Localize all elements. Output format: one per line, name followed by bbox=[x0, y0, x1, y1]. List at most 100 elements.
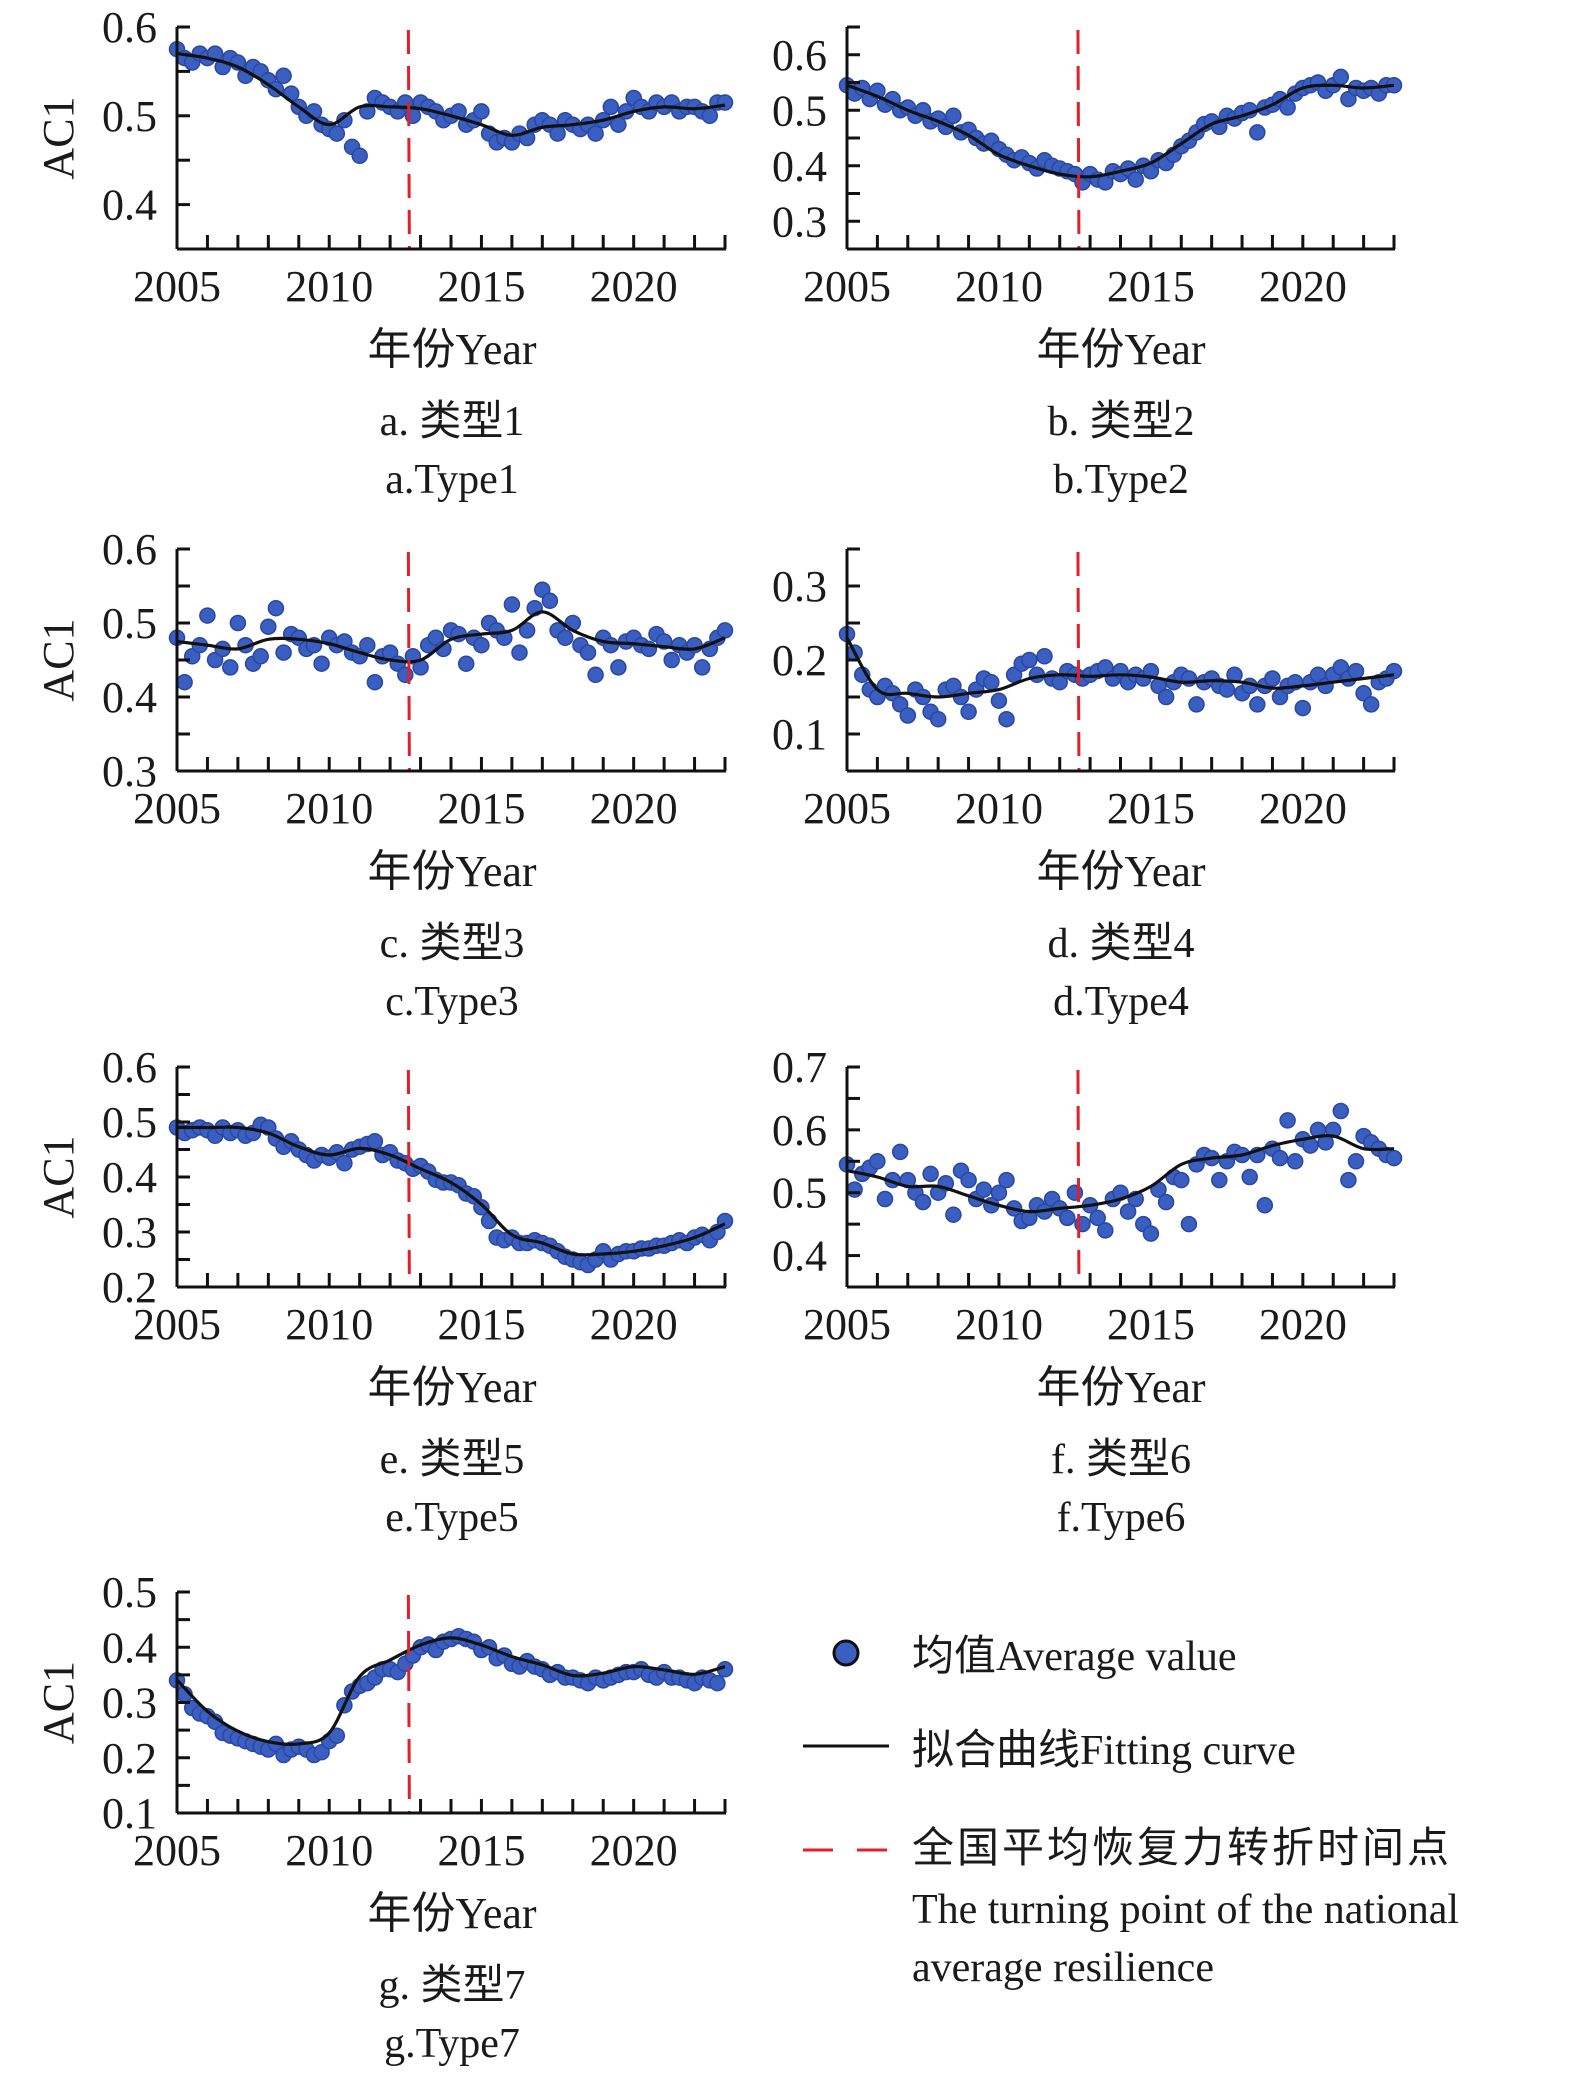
x-tick-label: 2005 bbox=[803, 262, 891, 311]
y-axis-title: AC1 bbox=[34, 1661, 83, 1744]
y-tick-label: 0.3 bbox=[102, 1679, 157, 1728]
x-tick-label: 2010 bbox=[955, 784, 1043, 833]
data-point bbox=[222, 659, 239, 676]
x-tick-label: 2015 bbox=[1107, 262, 1195, 311]
data-point bbox=[1036, 648, 1053, 665]
data-point bbox=[1142, 1225, 1160, 1242]
x-tick-label: 2020 bbox=[1259, 784, 1347, 833]
y-tick-label: 0.2 bbox=[102, 1263, 157, 1312]
panel-caption-cn: a. 类型1 bbox=[380, 399, 525, 445]
x-tick-label: 2015 bbox=[437, 1826, 525, 1875]
data-point bbox=[511, 644, 528, 661]
x-tick-label: 2010 bbox=[285, 1826, 373, 1875]
x-tick-label: 2005 bbox=[133, 1300, 221, 1349]
data-point bbox=[518, 622, 536, 639]
data-point bbox=[579, 644, 597, 661]
y-tick-label: 0.4 bbox=[102, 673, 157, 722]
panel-caption-cn: d. 类型4 bbox=[1047, 921, 1194, 967]
turning-point-line bbox=[406, 29, 411, 250]
data-point bbox=[1021, 651, 1038, 669]
data-point bbox=[1271, 1149, 1289, 1167]
panel-f: 2005 2010 2015 2020 0.4 0.5 0.6 0.7 年份Year f. 类型6… bbox=[772, 1043, 1403, 1541]
data-point bbox=[998, 1171, 1015, 1189]
data-point bbox=[899, 707, 917, 724]
x-tick-label: 2010 bbox=[285, 784, 373, 833]
legend: 均值Average value 拟合曲线Fitting curve 全国平均恢复… bbox=[803, 1634, 1459, 1991]
data-point bbox=[275, 67, 292, 85]
y-tick-label: 0.5 bbox=[102, 92, 157, 141]
data-point bbox=[1355, 685, 1372, 702]
data-point bbox=[541, 592, 559, 610]
fitting-curve bbox=[176, 1125, 726, 1257]
data-point bbox=[1097, 1222, 1114, 1239]
data-point bbox=[998, 710, 1015, 728]
data-point bbox=[869, 1153, 886, 1170]
x-axis-title: 年份Year bbox=[1036, 1363, 1205, 1412]
data-point bbox=[1249, 696, 1266, 713]
x-tick-label: 2020 bbox=[590, 1826, 678, 1875]
data-points bbox=[168, 581, 734, 691]
data-point bbox=[891, 1143, 909, 1161]
legend-turning-label-en-1: The turning point of the national bbox=[912, 1887, 1459, 1933]
data-point bbox=[922, 1165, 939, 1183]
legend-turning-label-cn: 全国平均恢复力转折时间点 bbox=[912, 1825, 1452, 1872]
data-point bbox=[1385, 1149, 1403, 1167]
x-tick-label: 2005 bbox=[803, 1300, 891, 1349]
data-point bbox=[960, 703, 977, 721]
x-tick-label: 2005 bbox=[133, 1826, 221, 1875]
y-tick-label: 0.5 bbox=[102, 1568, 157, 1617]
y-tick-label: 0.6 bbox=[772, 1106, 827, 1155]
data-point bbox=[1340, 90, 1357, 108]
x-tick-label: 2015 bbox=[437, 1300, 525, 1349]
x-tick-label: 2015 bbox=[437, 262, 525, 311]
data-point bbox=[716, 622, 734, 639]
data-point bbox=[990, 1184, 1008, 1201]
data-point bbox=[275, 644, 292, 661]
y-tick-label: 0.5 bbox=[102, 1098, 157, 1147]
data-point bbox=[1264, 670, 1281, 687]
data-point bbox=[1362, 696, 1380, 713]
turning-point-line bbox=[1076, 1069, 1081, 1288]
data-point bbox=[313, 655, 330, 672]
turning-point-line bbox=[406, 551, 411, 772]
data-point bbox=[359, 636, 376, 654]
data-point bbox=[1279, 99, 1296, 116]
panel-b: 2005 2010 2015 2020 0.3 0.4 0.5 0.6 年份Year b. 类型2… bbox=[772, 25, 1403, 503]
x-axis-title: 年份Year bbox=[367, 1363, 536, 1412]
data-point bbox=[534, 581, 551, 598]
data-point bbox=[1256, 1197, 1274, 1214]
y-axis-title: AC1 bbox=[34, 618, 83, 701]
data-point bbox=[366, 673, 384, 691]
x-axis-title: 年份Year bbox=[367, 1889, 536, 1938]
x-tick-label: 2010 bbox=[955, 262, 1043, 311]
data-point bbox=[929, 710, 947, 728]
data-point bbox=[945, 1206, 962, 1223]
data-point bbox=[351, 147, 368, 165]
data-point bbox=[549, 125, 566, 142]
data-point bbox=[199, 607, 216, 624]
data-point bbox=[1089, 1209, 1106, 1227]
panel-caption-en: a.Type1 bbox=[385, 457, 519, 503]
data-point bbox=[1173, 1171, 1190, 1189]
x-tick-label: 2015 bbox=[1107, 1300, 1195, 1349]
data-point bbox=[1218, 681, 1236, 698]
panel-caption-en: f.Type6 bbox=[1057, 1495, 1186, 1541]
data-point bbox=[1188, 696, 1205, 713]
panel-caption-en: c.Type3 bbox=[385, 979, 519, 1025]
data-point bbox=[709, 1674, 726, 1692]
panel-caption-en: e.Type5 bbox=[385, 1495, 519, 1541]
panel-e: 2005 2010 2015 2020 0.2 0.3 0.4 0.5 0.6 年份Year AC1… bbox=[34, 1043, 734, 1541]
y-tick-label: 0.4 bbox=[102, 1153, 157, 1202]
data-point bbox=[1294, 699, 1312, 717]
y-tick-label: 0.3 bbox=[772, 197, 827, 246]
data-point bbox=[876, 1190, 894, 1208]
panel-caption-cn: f. 类型6 bbox=[1051, 1437, 1191, 1483]
data-point bbox=[473, 636, 490, 654]
data-point bbox=[1157, 1193, 1175, 1211]
x-axis-title: 年份Year bbox=[1036, 325, 1205, 374]
data-point bbox=[952, 688, 970, 706]
data-point bbox=[602, 98, 620, 116]
data-point bbox=[1119, 1203, 1137, 1220]
x-tick-label: 2005 bbox=[803, 784, 891, 833]
